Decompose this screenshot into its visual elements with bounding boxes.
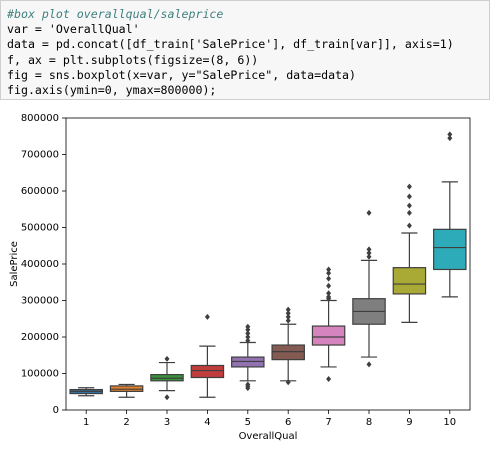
outlier bbox=[366, 253, 372, 260]
outlier bbox=[164, 394, 170, 401]
x-tick-label: 3 bbox=[164, 417, 170, 428]
outlier bbox=[326, 282, 332, 289]
x-tick-label: 1 bbox=[83, 417, 89, 428]
y-axis-label: SalePrice bbox=[9, 241, 20, 287]
outlier bbox=[366, 250, 372, 257]
outlier bbox=[406, 202, 412, 209]
x-tick-label: 9 bbox=[406, 417, 412, 428]
outlier bbox=[406, 222, 412, 229]
box bbox=[271, 344, 305, 361]
x-tick-label: 2 bbox=[123, 417, 129, 428]
code-line: fig.axis(ymin=0, ymax=800000); bbox=[7, 83, 217, 98]
box bbox=[392, 267, 427, 295]
x-tick-label: 10 bbox=[443, 417, 456, 428]
outlier bbox=[285, 313, 291, 320]
y-tick-label: 800000 bbox=[21, 113, 59, 124]
outlier bbox=[285, 379, 291, 386]
outlier bbox=[285, 310, 291, 317]
x-tick-label: 4 bbox=[204, 417, 210, 428]
x-axis-label: OverallQual bbox=[239, 431, 298, 442]
y-tick-label: 200000 bbox=[21, 332, 59, 343]
chart: OverallQual SalePrice 0 100000 200000 30000… bbox=[9, 113, 471, 442]
y-tick-label: 600000 bbox=[21, 186, 59, 197]
code-line: var = 'OverallQual' bbox=[7, 22, 140, 37]
code-line: f, ax = plt.subplots(figsize=(8, 6)) bbox=[7, 52, 259, 67]
outlier bbox=[447, 135, 453, 142]
outlier bbox=[245, 323, 251, 330]
outlier bbox=[326, 275, 332, 282]
outlier bbox=[164, 355, 170, 362]
outlier bbox=[406, 209, 412, 216]
outlier bbox=[326, 266, 332, 273]
y-tick-label: 100000 bbox=[21, 369, 59, 380]
y-tick-label: 400000 bbox=[21, 259, 59, 270]
outlier bbox=[326, 293, 332, 300]
outlier bbox=[326, 270, 332, 277]
outlier bbox=[326, 375, 332, 382]
code-cell: #box plot overallqual/saleprice var = 'Ov… bbox=[0, 0, 490, 100]
box bbox=[433, 228, 467, 271]
outlier bbox=[285, 306, 291, 313]
outlier bbox=[366, 246, 372, 253]
outlier bbox=[245, 334, 251, 340]
code-line: data = pd.concat([df_train['SalePrice'],… bbox=[7, 37, 454, 52]
outlier bbox=[406, 183, 412, 190]
outlier bbox=[245, 330, 251, 337]
box bbox=[190, 364, 225, 379]
outlier bbox=[245, 381, 251, 388]
outlier bbox=[366, 209, 372, 216]
outlier bbox=[447, 131, 453, 138]
x-tick-label: 6 bbox=[285, 417, 291, 428]
outlier bbox=[366, 361, 372, 368]
outlier bbox=[285, 317, 291, 324]
x-tick-label: 7 bbox=[325, 417, 331, 428]
y-tick-label: 0 bbox=[53, 405, 59, 416]
y-tick-label: 500000 bbox=[21, 223, 59, 234]
outlier bbox=[245, 337, 251, 344]
code-line: #box plot overallqual/saleprice bbox=[7, 7, 224, 21]
box bbox=[311, 325, 346, 346]
outlier bbox=[204, 313, 210, 320]
y-tick-label: 700000 bbox=[21, 150, 59, 161]
outlier bbox=[406, 193, 412, 200]
outlier bbox=[326, 290, 332, 297]
x-tick-label: 8 bbox=[366, 417, 372, 428]
code-line: fig = sns.boxplot(x=var, y="SalePrice", … bbox=[7, 67, 357, 82]
y-tick-label: 300000 bbox=[21, 296, 59, 307]
x-tick-label: 5 bbox=[245, 417, 251, 428]
